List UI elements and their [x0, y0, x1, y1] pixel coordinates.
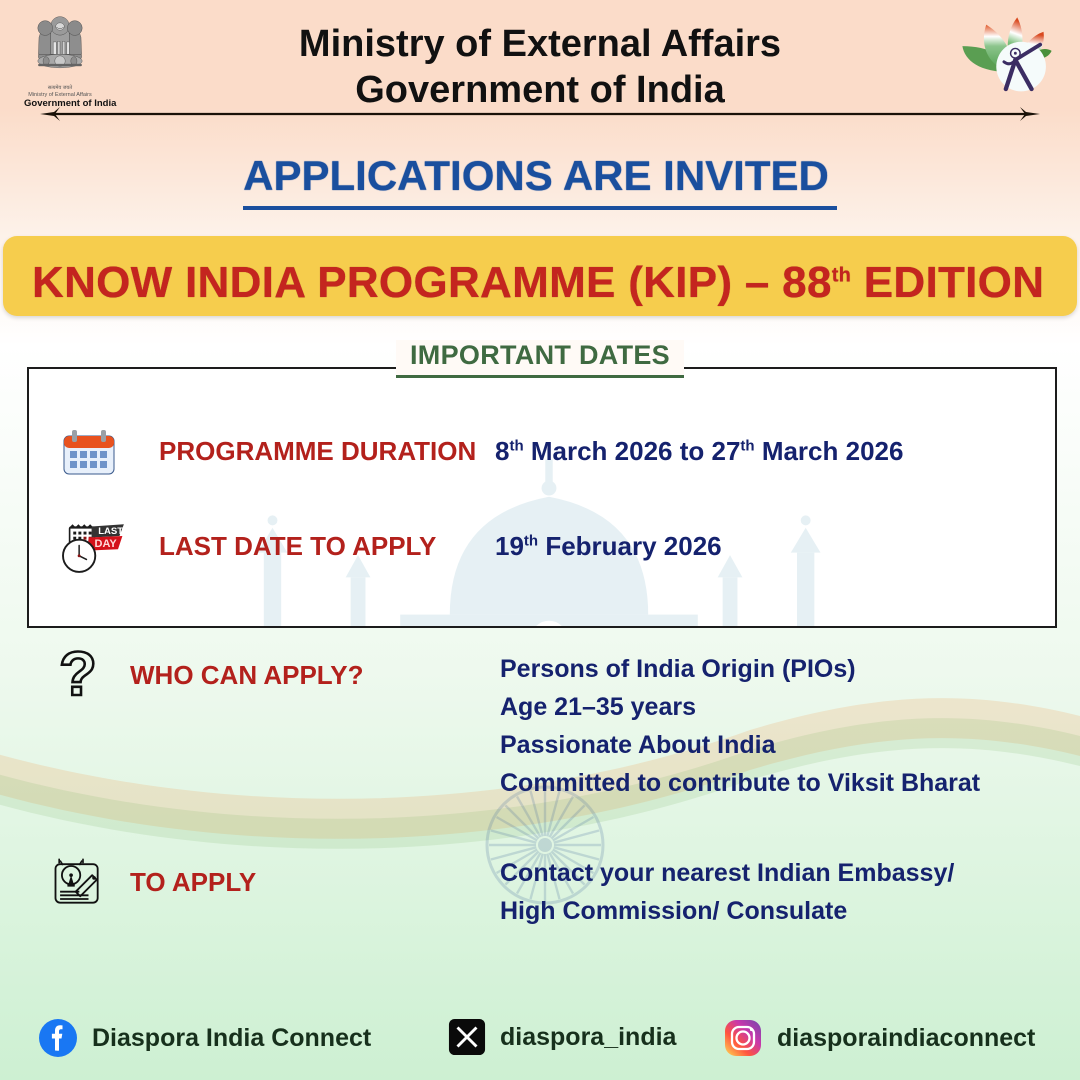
svg-text:?: ?: [59, 640, 97, 709]
svg-text:LAST: LAST: [98, 526, 123, 537]
svg-text:DAY: DAY: [95, 538, 118, 550]
